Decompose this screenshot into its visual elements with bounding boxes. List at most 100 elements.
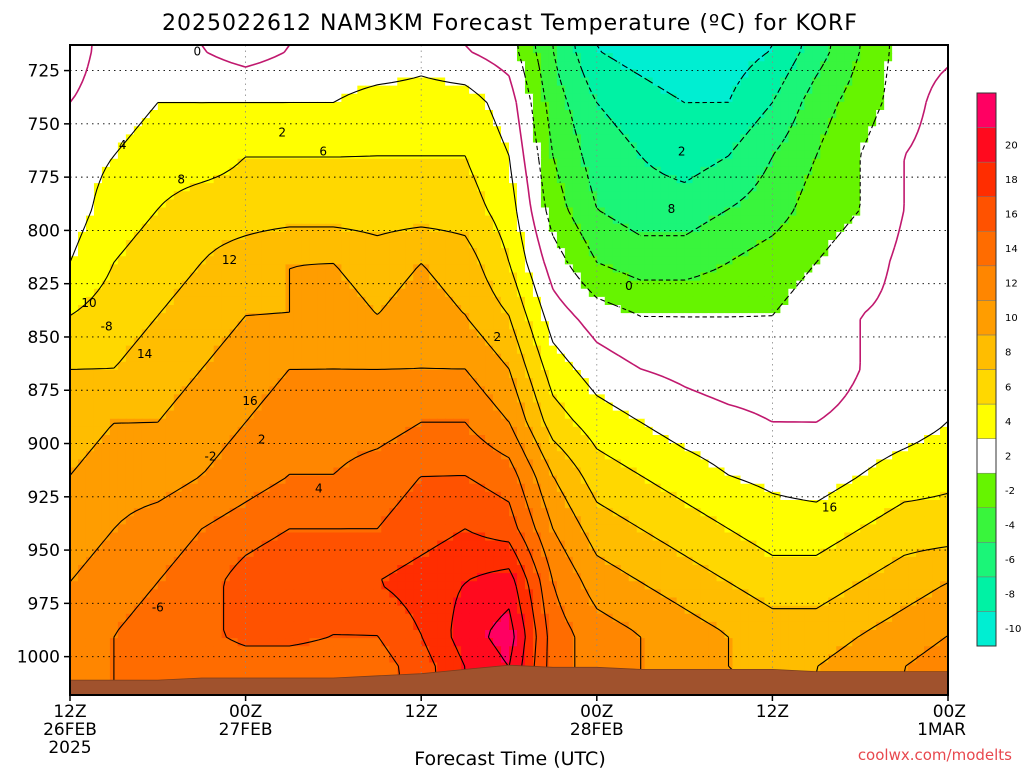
temperature-cell	[524, 85, 534, 95]
temperature-cell	[133, 191, 143, 200]
temperature-cell	[644, 313, 654, 322]
temperature-cell	[325, 410, 334, 420]
temperature-cell	[485, 158, 494, 168]
temperature-cell	[509, 158, 518, 168]
temperature-cell	[141, 402, 151, 412]
temperature-cell	[117, 386, 127, 395]
temperature-cell	[189, 118, 199, 127]
temperature-cell	[652, 264, 662, 274]
temperature-cell	[501, 402, 510, 412]
temperature-cell	[157, 337, 167, 347]
temperature-cell	[716, 142, 726, 152]
temperature-cell	[796, 353, 805, 363]
temperature-cell	[884, 134, 893, 144]
temperature-cell	[493, 248, 502, 257]
temperature-cell	[908, 215, 917, 225]
temperature-cell	[892, 256, 901, 265]
temperature-cell	[620, 69, 630, 79]
temperature-cell	[844, 256, 853, 265]
temperature-cell	[692, 296, 702, 306]
temperature-cell	[421, 53, 430, 62]
temperature-cell	[692, 256, 702, 265]
temperature-cell	[644, 69, 654, 79]
temperature-cell	[77, 183, 87, 192]
temperature-cell	[309, 61, 319, 70]
temperature-cell	[405, 231, 414, 241]
temperature-cell	[485, 61, 494, 70]
temperature-cell	[70, 345, 79, 355]
temperature-cell	[876, 223, 885, 233]
temperature-cell	[788, 386, 797, 395]
temperature-cell	[892, 361, 901, 371]
temperature-cell	[628, 69, 638, 79]
temperature-cell	[820, 77, 829, 87]
temperature-cell	[772, 378, 781, 387]
temperature-cell	[580, 183, 590, 192]
temperature-cell	[221, 207, 231, 217]
temperature-cell	[892, 402, 901, 412]
temperature-cell	[572, 61, 582, 70]
temperature-cell	[221, 158, 231, 168]
temperature-cell	[293, 45, 303, 54]
temperature-cell	[477, 256, 486, 265]
temperature-cell	[317, 378, 327, 387]
temperature-cell	[612, 175, 622, 184]
temperature-cell	[692, 378, 702, 387]
temperature-cell	[349, 77, 358, 87]
temperature-cell	[708, 150, 718, 160]
temperature-cell	[149, 61, 159, 70]
temperature-cell	[229, 264, 239, 274]
temperature-cell	[253, 394, 263, 404]
temperature-cell	[437, 288, 446, 298]
temperature-cell	[221, 248, 231, 257]
temperature-cell	[940, 191, 949, 200]
temperature-cell	[732, 272, 742, 282]
temperature-cell	[660, 394, 670, 404]
temperature-cell	[301, 101, 311, 111]
temperature-cell	[485, 337, 494, 347]
temperature-cell	[876, 386, 885, 395]
temperature-cell	[860, 85, 869, 95]
temperature-cell	[245, 313, 255, 322]
temperature-cell	[429, 93, 438, 103]
temperature-cell	[724, 370, 734, 379]
temperature-cell	[916, 288, 925, 298]
temperature-cell	[740, 296, 750, 306]
temperature-cell	[676, 175, 686, 184]
temperature-cell	[580, 329, 590, 339]
temperature-cell	[357, 158, 366, 168]
temperature-cell	[580, 215, 590, 225]
temperature-cell	[421, 175, 430, 184]
temperature-cell	[868, 386, 877, 395]
temperature-cell	[716, 280, 726, 290]
temperature-cell	[748, 223, 758, 233]
temperature-cell	[229, 410, 239, 420]
temperature-cell	[628, 110, 638, 119]
temperature-cell	[804, 126, 813, 135]
temperature-cell	[221, 199, 231, 209]
temperature-cell	[85, 85, 95, 95]
temperature-cell	[509, 264, 518, 274]
temperature-cell	[772, 337, 781, 347]
temperature-cell	[820, 288, 829, 298]
temperature-cell	[213, 207, 223, 217]
temperature-cell	[381, 77, 390, 87]
temperature-cell	[700, 321, 710, 330]
temperature-cell	[429, 191, 438, 200]
temperature-cell	[644, 61, 654, 70]
temperature-cell	[245, 345, 255, 355]
temperature-cell	[445, 402, 454, 412]
temperature-cell	[660, 288, 670, 298]
temperature-cell	[173, 248, 183, 257]
temperature-cell	[596, 110, 606, 119]
temperature-cell	[485, 93, 494, 103]
temperature-cell	[532, 313, 542, 322]
temperature-cell	[876, 313, 885, 322]
temperature-cell	[477, 337, 486, 347]
temperature-cell	[93, 370, 103, 379]
temperature-cell	[868, 361, 877, 371]
temperature-cell	[596, 378, 606, 387]
temperature-cell	[437, 345, 446, 355]
temperature-cell	[732, 337, 742, 347]
temperature-cell	[341, 215, 350, 225]
